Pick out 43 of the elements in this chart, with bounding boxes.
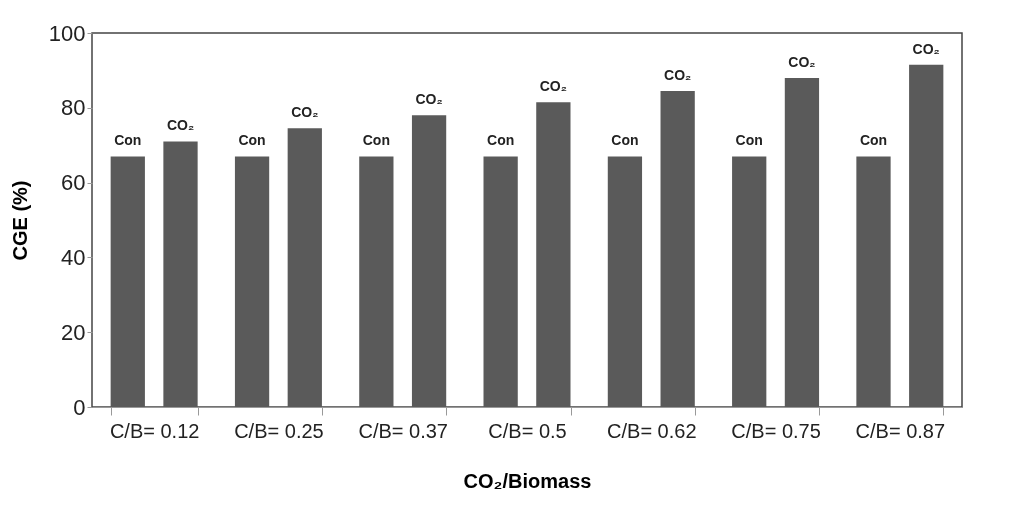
text: CO₂ [788,53,816,70]
bar [287,128,322,407]
bar [110,156,145,407]
text: Con [238,132,266,149]
x-tick-label: C/B= 0.37 [358,419,448,442]
y-axis-title: CGE (%) [8,180,31,261]
x-tick-label: C/B= 0.25 [234,419,324,442]
text: Con [611,132,639,149]
bar [784,77,820,407]
bar [163,141,198,407]
bar [359,156,394,407]
x-tick-label: C/B= 0.62 [607,419,697,442]
text: CO₂ [539,78,567,95]
bar [536,102,571,407]
bar [483,156,518,407]
bar [411,115,447,407]
bar [660,90,695,407]
x-tick-label: C/B= 0.5 [488,419,567,442]
bar [234,156,270,407]
y-tick-label: 20 [61,319,86,345]
text: CO₂ [912,40,940,57]
x-axis-title: CO₂/Biomass [463,469,592,492]
text: CO₂ [415,91,443,108]
x-tick-label: C/B= 0.87 [855,419,946,442]
text: Con [487,132,515,149]
text: CO₂ [664,66,692,83]
bar [856,156,891,407]
bar [909,64,944,407]
text: Con [735,132,763,149]
x-tick-label: C/B= 0.12 [109,419,200,442]
series-label: Con [114,132,142,149]
text: Con [859,132,888,149]
y-tick-label: 100 [48,20,86,46]
y-tick-label: 80 [61,95,86,121]
bar [607,156,643,407]
x-tick-label: C/B= 0.75 [731,419,821,442]
y-tick-label: 40 [61,244,86,270]
text: Con [362,132,390,149]
series-label: CO₂ [166,117,195,134]
y-tick-label: 0 [73,394,86,420]
y-tick-label: 60 [61,170,86,196]
bar [732,156,767,407]
text: CO₂ [291,104,319,121]
